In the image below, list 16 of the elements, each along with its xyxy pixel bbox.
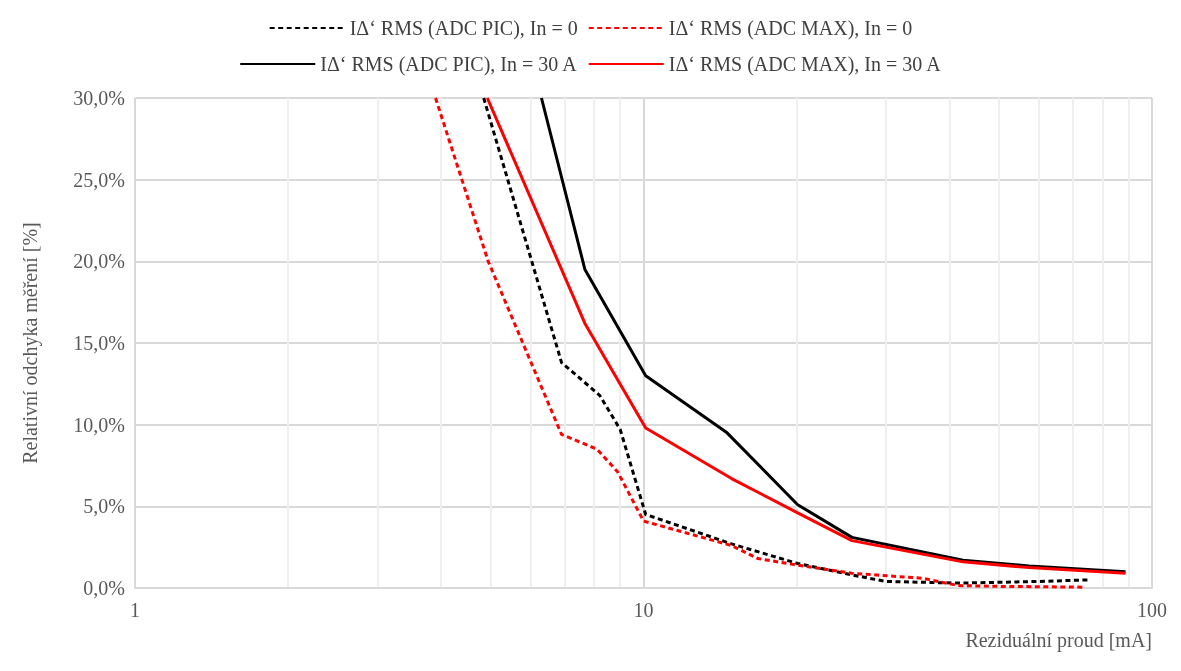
x-tick-label: 10 (633, 599, 654, 621)
y-tick-label: 20,0% (73, 250, 125, 273)
y-tick-label: 25,0% (73, 168, 125, 191)
y-tick-label: 30,0% (73, 87, 125, 109)
y-tick-label: 0,0% (83, 577, 125, 599)
legend-label: IΔ‘ RMS (ADC MAX), In = 30 A (668, 53, 942, 76)
legend-label: IΔ‘ RMS (ADC PIC), In = 0 (349, 17, 578, 40)
y-tick-label: 10,0% (73, 413, 125, 436)
x-tick-label: 100 (1137, 599, 1167, 621)
y-axis-title: Relativní odchyka měření [%] (19, 222, 42, 464)
legend-label: IΔ‘ RMS (ADC MAX), In = 0 (668, 17, 913, 40)
x-tick-label: 1 (130, 599, 140, 621)
y-tick-label: 15,0% (73, 332, 125, 354)
y-tick-label: 5,0% (83, 495, 125, 518)
x-axis-title: Reziduální proud [mA] (965, 629, 1152, 652)
legend-label: IΔ‘ RMS (ADC PIC), In = 30 A (320, 53, 578, 76)
